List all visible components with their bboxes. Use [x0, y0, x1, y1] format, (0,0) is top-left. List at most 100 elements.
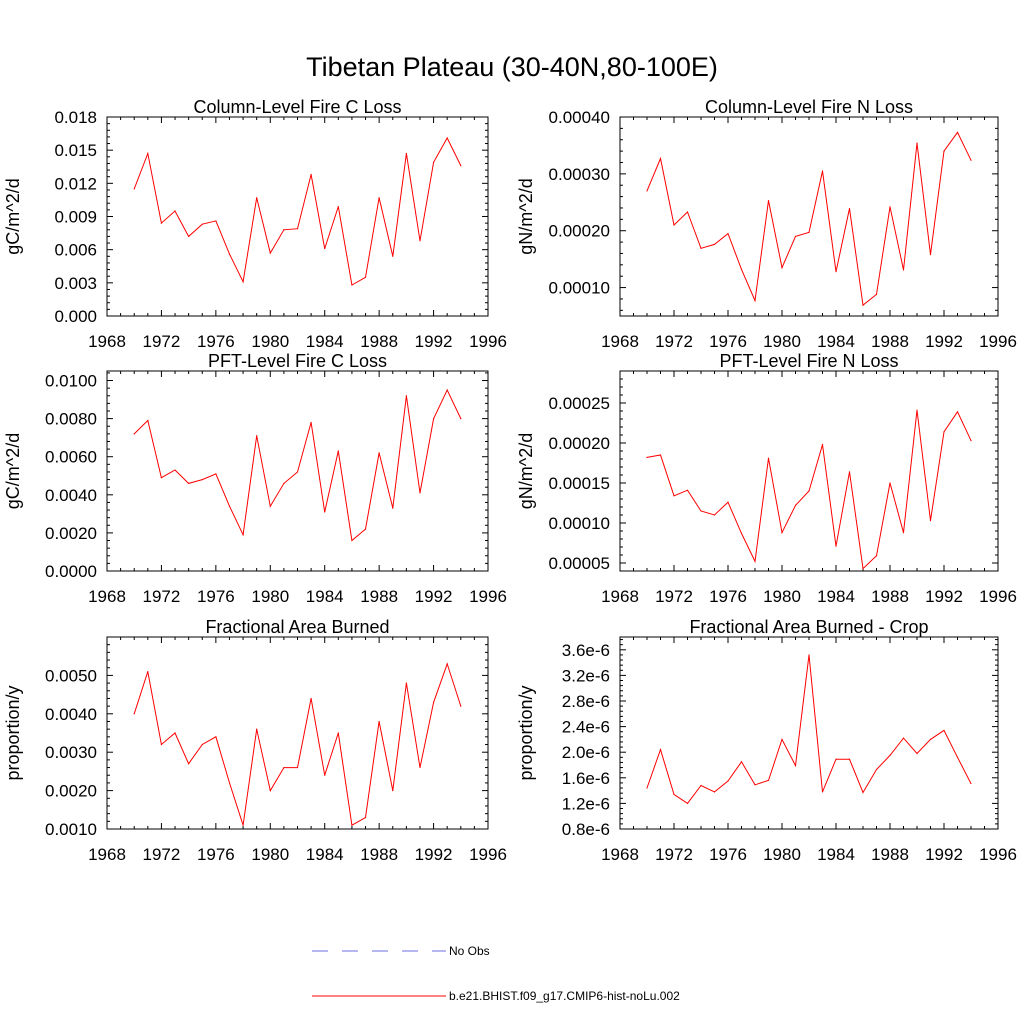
- y-tick-label: 0.00030: [549, 165, 610, 184]
- y-axis-label: gN/m^2/d: [516, 433, 536, 509]
- data-point: [133, 188, 135, 190]
- x-tick-label: 1976: [197, 587, 235, 606]
- chart-panel: Fractional Area Burned proportion/y 1968 19…: [3, 617, 507, 864]
- data-point: [767, 457, 770, 459]
- x-tick-label: 1988: [871, 587, 909, 606]
- data-point: [713, 514, 716, 516]
- data-point: [160, 222, 163, 224]
- y-tick-label: 0.009: [54, 208, 97, 227]
- y-tick-label: 0.000: [54, 307, 97, 326]
- x-tick-label: 1972: [655, 587, 693, 606]
- data-point: [700, 784, 702, 787]
- data-point: [956, 131, 959, 133]
- data-point: [902, 737, 905, 739]
- data-point: [781, 738, 783, 741]
- y-tick-label: 0.00020: [549, 434, 610, 453]
- data-point: [283, 482, 285, 484]
- data-point: [767, 779, 770, 781]
- data-point: [392, 507, 394, 509]
- data-point: [727, 780, 729, 782]
- x-tick-label: 1980: [251, 845, 289, 864]
- data-point: [446, 137, 448, 139]
- data-point: [889, 206, 891, 208]
- data-point: [147, 419, 149, 422]
- y-tick-label: 3.6e-6: [562, 641, 610, 660]
- x-tick-label: 1972: [143, 845, 181, 864]
- data-point: [875, 293, 878, 295]
- x-tick-label: 1972: [143, 332, 181, 351]
- data-point: [215, 220, 217, 222]
- x-tick-label: 1976: [709, 845, 747, 864]
- data-point: [174, 469, 176, 471]
- data-point: [727, 232, 729, 235]
- x-tick-label: 1984: [817, 332, 855, 351]
- data-point: [296, 766, 299, 769]
- data-point: [174, 210, 176, 212]
- x-tick-label: 1980: [763, 845, 801, 864]
- x-tick-label: 1976: [709, 587, 747, 606]
- chart-panel: Column-Level Fire C Loss gC/m^2/d 1968 1972…: [3, 97, 507, 351]
- y-axis-label: gC/m^2/d: [3, 178, 23, 254]
- data-point: [460, 705, 462, 707]
- data-point: [875, 555, 878, 557]
- data-point: [686, 489, 689, 491]
- y-tick-label: 0.00010: [549, 514, 610, 533]
- data-point: [686, 802, 689, 805]
- data-point: [446, 389, 448, 391]
- x-tick-label: 1984: [306, 845, 344, 864]
- data-point: [310, 173, 312, 176]
- data-point: [673, 224, 675, 226]
- x-tick-label: 1988: [871, 332, 909, 351]
- data-point: [916, 142, 918, 144]
- x-tick-label: 1996: [469, 587, 507, 606]
- data-point: [419, 766, 421, 769]
- data-point: [364, 528, 367, 530]
- plot-frame: [619, 370, 999, 572]
- data-point: [188, 482, 190, 484]
- plot-frame: [106, 636, 489, 830]
- plot-frame: [619, 116, 999, 317]
- data-point: [419, 240, 421, 242]
- data-point: [889, 482, 891, 484]
- data-point: [862, 304, 864, 306]
- data-point: [228, 253, 231, 255]
- data-point: [283, 766, 285, 769]
- x-tick-label: 1980: [763, 332, 801, 351]
- data-point: [432, 418, 435, 420]
- data-point: [659, 454, 662, 456]
- x-tick-label: 1968: [601, 845, 639, 864]
- data-point: [337, 732, 339, 734]
- series-line: [133, 388, 462, 542]
- data-point: [929, 738, 932, 741]
- data-point: [781, 267, 783, 269]
- y-tick-label: 0.012: [54, 174, 97, 193]
- data-point: [351, 284, 353, 286]
- series-line: [133, 136, 462, 286]
- y-tick-label: 1.2e-6: [562, 794, 610, 813]
- y-axis-label: gC/m^2/d: [3, 433, 23, 509]
- x-tick-label: 1968: [601, 332, 639, 351]
- plot-frame: [106, 116, 489, 317]
- figure-title: Tibetan Plateau (30-40N,80-100E): [306, 52, 718, 82]
- data-point: [405, 682, 407, 684]
- data-point: [686, 211, 689, 213]
- x-tick-label: 1988: [871, 845, 909, 864]
- x-tick-label: 1980: [251, 332, 289, 351]
- data-point: [432, 161, 435, 163]
- data-point: [378, 720, 380, 723]
- x-tick-label: 1992: [415, 587, 453, 606]
- x-tick-label: 1984: [817, 845, 855, 864]
- data-point: [673, 793, 675, 796]
- x-tick-label: 1972: [655, 332, 693, 351]
- data-point: [875, 768, 878, 771]
- data-point: [794, 235, 797, 237]
- data-point: [337, 205, 339, 208]
- data-point: [160, 743, 163, 746]
- x-tick-label: 1968: [601, 587, 639, 606]
- series-line: [646, 410, 972, 570]
- data-point: [215, 473, 217, 475]
- data-point: [228, 505, 231, 507]
- x-tick-label: 1992: [925, 332, 963, 351]
- data-point: [133, 433, 135, 435]
